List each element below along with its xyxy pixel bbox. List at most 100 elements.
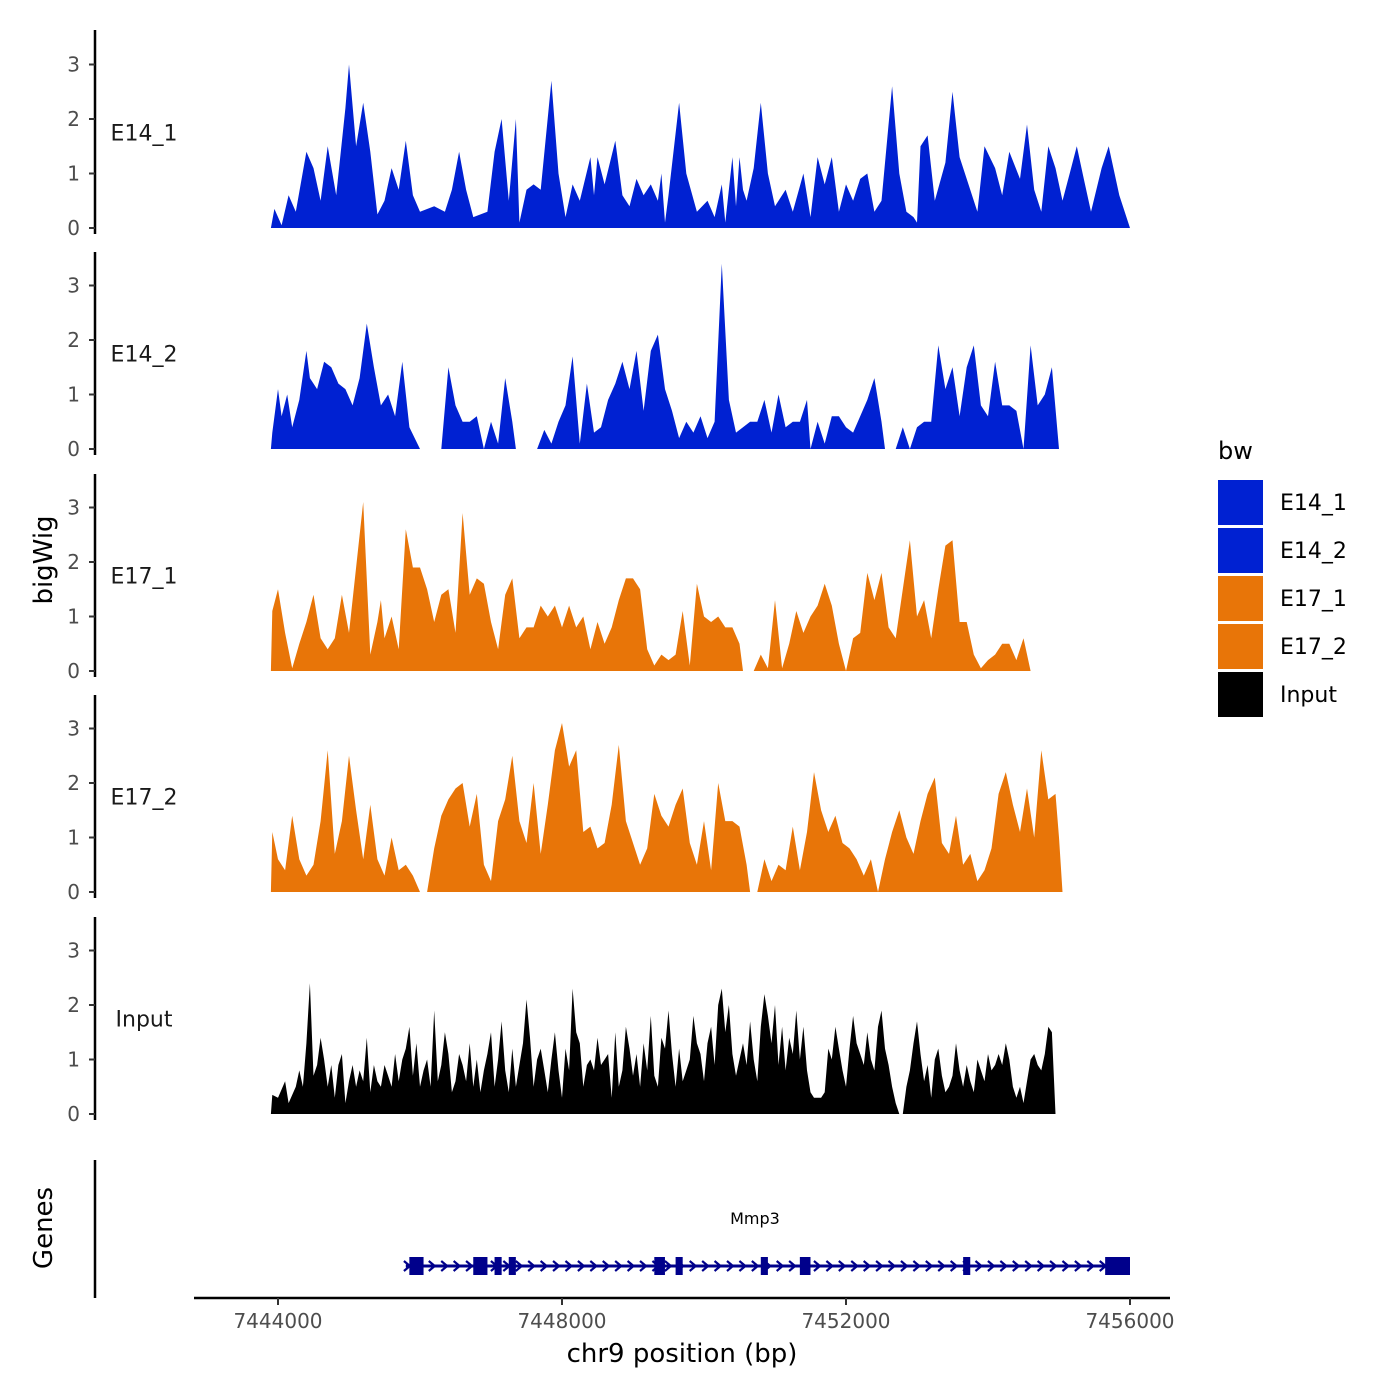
gene-strand-arrow [862,1260,872,1272]
y-axes-group: 0 1 2 3 E14_1 0 1 2 3 E14_2 0 1 2 3 E17_1 0 1 2 3 E17_2 0 1 2 3… [67,30,177,1126]
gene-strand-arrow [1024,1260,1033,1272]
legend-label-E17_1: E17_1 [1280,587,1347,612]
gene-strand-arrow [614,1260,623,1272]
y-tick-label-E17_1-2: 2 [67,550,80,574]
track-label-E14_2: E14_2 [111,343,178,368]
gene-strand-arrow [539,1260,549,1272]
x-axis-title: chr9 position (bp) [567,1339,798,1369]
y-tick-label-Input-3: 3 [67,939,80,963]
gene-strand-arrow [465,1260,474,1272]
gene-strand-arrow [987,1260,996,1272]
genes-track: Mmp3 [93,1160,1130,1298]
y-tick-label-Input-1: 1 [67,1048,80,1072]
y-axis-title: bigWig [29,515,59,604]
track-label-E17_2: E17_2 [111,786,178,811]
legend-swatch-E14_2 [1218,528,1263,573]
track-label-E14_1: E14_1 [111,122,178,147]
gene-strand-arrow [689,1260,698,1272]
gene-exon-5 [654,1257,665,1275]
y-tick-label-E14_2-2: 2 [67,328,80,352]
gene-strand-arrow [900,1260,909,1272]
gene-strand-arrow [527,1260,536,1272]
y-tick-label-E17_2-0: 0 [67,880,80,904]
gene-strand-arrow [602,1260,611,1272]
y-tick-label-E14_2-3: 3 [67,274,80,298]
y-tick-label-E14_1-3: 3 [67,53,80,77]
gene-exon-7 [760,1257,768,1275]
gene-strand-arrow [875,1260,884,1272]
gene-strand-arrow [974,1260,984,1272]
gene-strand-arrow [589,1260,599,1272]
gene-strand-arrow [1036,1260,1046,1272]
gene-strand-arrow [813,1260,822,1272]
gene-strand-arrow [440,1260,449,1272]
legend-label-E14_1: E14_1 [1280,491,1347,516]
gene-strand-arrow [751,1260,760,1272]
x-tick-label-7452000: 7452000 [801,1309,890,1333]
y-tick-label-E14_1-2: 2 [67,107,80,131]
gene-strand-arrow [1012,1260,1021,1272]
y-tick-label-E17_2-1: 1 [67,826,80,850]
y-tick-label-E14_1-1: 1 [67,162,80,186]
y-tick-label-E14_1-0: 0 [67,216,80,240]
y-tick-label-E17_2-3: 3 [67,717,80,741]
area-E17_1 [270,502,1031,671]
gene-strand-arrow [1074,1260,1083,1272]
gene-exon-8 [799,1257,811,1275]
gene-strand-arrow [664,1260,673,1272]
gene-strand-arrow [825,1260,835,1272]
gene-label-Mmp3: Mmp3 [730,1209,780,1228]
y-tick-label-Input-2: 2 [67,993,80,1017]
gene-strand-arrow [713,1260,723,1272]
gene-strand-arrow [428,1260,437,1272]
track-label-Input: Input [116,1008,173,1033]
legend: bw E14_1 E14_2 E17_1 E17_2 Input [1218,437,1347,717]
gene-strand-arrow [887,1260,897,1272]
gene-exon-1 [409,1257,424,1275]
legend-swatch-E17_1 [1218,576,1263,621]
legend-label-E17_2: E17_2 [1280,635,1347,660]
area-E17_2 [270,723,1063,892]
x-axis: 7444000 7448000 7452000 7456000 [194,1296,1175,1333]
x-tick-label-7444000: 7444000 [233,1309,322,1333]
gene-exon-4 [508,1257,516,1275]
legend-label-Input: Input [1280,683,1337,708]
y-tick-label-E14_2-1: 1 [67,383,80,407]
legend-swatch-E14_1 [1218,480,1263,525]
gene-strand-arrow [1086,1260,1096,1272]
gene-strand-arrow [639,1260,648,1272]
area-E14_2 [270,263,1059,449]
gene-strand-arrow [452,1260,462,1272]
gene-strand-arrow [726,1260,735,1272]
gene-exon-6 [675,1257,683,1275]
legend-label-E14_2: E14_2 [1280,539,1347,564]
legend-swatch-E17_2 [1218,624,1263,669]
y-tick-label-E17_2-2: 2 [67,771,80,795]
gene-strand-arrow [925,1260,934,1272]
gene-exon-3 [494,1257,502,1275]
gene-strand-arrow [1061,1260,1071,1272]
gene-exon-9 [963,1257,971,1275]
gene-strand-arrow [552,1260,561,1272]
gene-strand-arrow [850,1260,859,1272]
tracks-group [270,64,1130,1114]
genes-axis-title: Genes [29,1187,59,1269]
gene-exon-2 [473,1257,488,1275]
gene-strand-arrow [515,1260,524,1272]
y-tick-label-E17_1-1: 1 [67,605,80,629]
legend-swatch-Input [1218,672,1263,717]
gene-strand-arrow [1049,1260,1058,1272]
gene-strand-arrow [701,1260,710,1272]
y-tick-label-E14_2-0: 0 [67,437,80,461]
gene-strand-arrow [577,1260,586,1272]
gene-strand-arrow [626,1260,636,1272]
gene-strand-arrow [775,1260,785,1272]
y-tick-label-Input-0: 0 [67,1102,80,1126]
gene-exon-10 [1105,1257,1130,1275]
x-tick-label-7456000: 7456000 [1085,1309,1174,1333]
gene-strand-arrow [999,1260,1009,1272]
area-Input [270,983,1056,1114]
x-tick-label-7448000: 7448000 [517,1309,606,1333]
track-label-E17_1: E17_1 [111,565,178,590]
